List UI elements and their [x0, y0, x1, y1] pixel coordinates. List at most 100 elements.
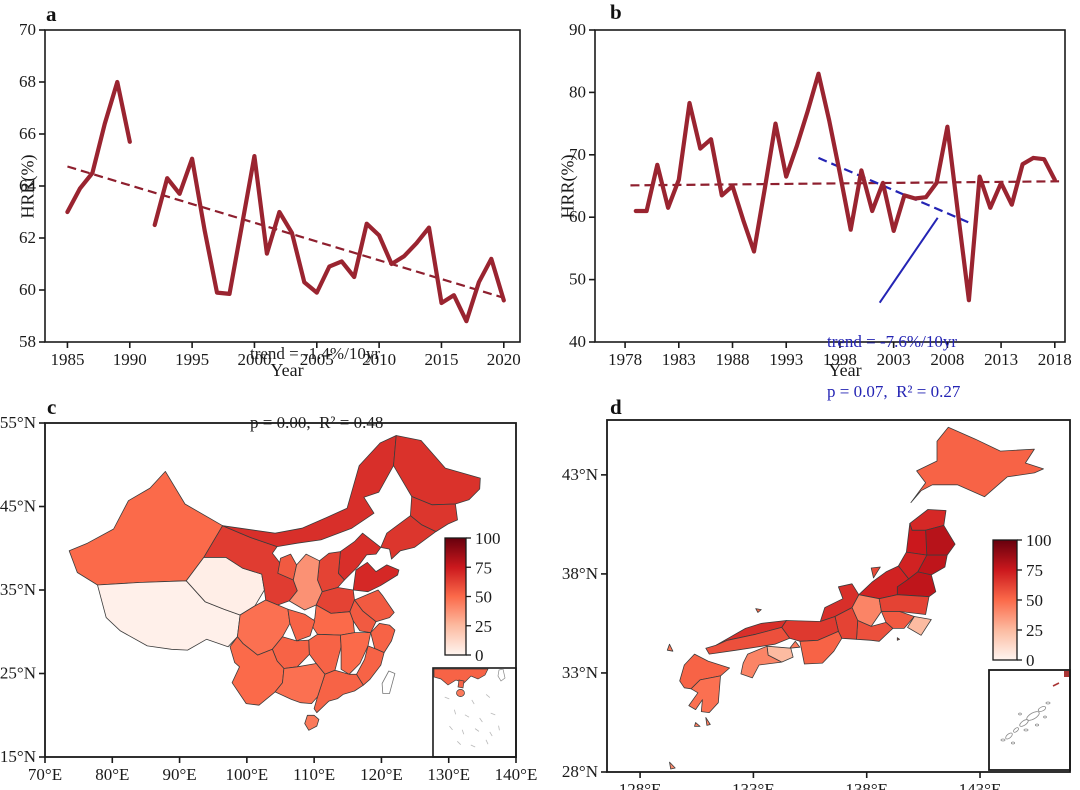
annotation-leader-line [878, 217, 939, 304]
island-speck [490, 712, 496, 716]
tick-label: 40 [569, 332, 586, 351]
tick-label: 2003 [877, 350, 911, 369]
tick-label: 100°E [226, 765, 269, 784]
panel-b: 1978 1983 1988 1993 1998 2003 2008 2013 2018 40 50… [540, 0, 1080, 399]
x-axis: 70°E 80°E 90°E 100°E 110°E 120°E 130°E 140°E [28, 757, 537, 784]
tick-label: 2005 [300, 350, 334, 369]
island-outline [1023, 728, 1029, 732]
tick-label: 38°N [562, 564, 598, 583]
tick-label: 28°N [562, 762, 598, 781]
tick-label: 35°N [0, 580, 36, 599]
region-izu-oshima [896, 637, 901, 641]
tick-label: 80 [569, 82, 586, 101]
island-outline [1043, 715, 1047, 719]
tick-label: 60 [569, 207, 586, 226]
panel-b-y-axis-title: HRR(%) [557, 154, 578, 219]
island-speck [479, 717, 483, 723]
region-ningxia [277, 553, 298, 581]
colorbar-gradient [992, 539, 1018, 661]
tick-label: 75 [475, 558, 492, 577]
region-hokkaido [910, 426, 1044, 503]
region-awaji [789, 640, 801, 649]
map-regions [68, 435, 481, 731]
region-akita [905, 522, 928, 556]
tick-label: 66 [19, 124, 36, 143]
plot-frame [606, 419, 1071, 773]
tick-label: 70 [19, 20, 36, 39]
tick-label: 25°N [0, 664, 36, 683]
island-speck [453, 709, 457, 715]
region-iwate [925, 524, 956, 556]
region-sado [870, 566, 881, 579]
tick-label: 58 [19, 332, 36, 351]
tick-label: 50 [569, 270, 586, 289]
plot-frame [594, 29, 1066, 343]
panel-b-stats-text: p = 0.07, R² = 0.27 [827, 381, 961, 401]
island-outline [1037, 706, 1047, 712]
tick-label: 25 [1026, 621, 1043, 640]
hrr-series-line [633, 71, 1057, 303]
tick-label: 15°N [0, 747, 36, 766]
tick-label: 2010 [362, 350, 396, 369]
hrr-japan-timeseries-chart: 1978 1983 1988 1993 1998 2003 2008 2013 2018 40 50… [569, 20, 1072, 369]
panel-c: 0 25 50 75 100 70°E 80°E 90°E 100°E 110°E 120°E 130… [0, 395, 540, 790]
panel-d-label: d [610, 395, 622, 419]
inset-frame [988, 669, 1071, 771]
tick-label: 62 [19, 228, 36, 247]
tick-label: 140°E [495, 765, 538, 784]
panel-a-x-axis-title: Year [270, 360, 304, 380]
island-speck-red [1052, 682, 1060, 687]
tick-label: 128°E [619, 780, 662, 790]
island-speck-red [1064, 671, 1069, 677]
region-chiba [907, 616, 932, 636]
island-speck [489, 731, 493, 737]
region-inner-mongolia [222, 435, 397, 548]
region-kii [799, 630, 843, 665]
panel-b-annotation: trend = -7.6%/10yr p = 0.07, R² = 0.27 [827, 301, 960, 433]
region-yamanashi-shizuoka [856, 620, 894, 642]
tick-label: 33°N [562, 663, 598, 682]
x-axis: 1985 1990 1995 2000 2005 2010 2015 2020 [50, 342, 521, 369]
y-axis: 15°N 25°N 35°N 45°N 55°N [0, 413, 45, 766]
region-hainan-inset [456, 689, 465, 697]
region-kyushu-south [688, 675, 721, 714]
region-tsushima [666, 643, 674, 652]
island-outline [1026, 711, 1040, 721]
tick-label: 75 [1026, 561, 1043, 580]
tick-label: 1988 [716, 350, 750, 369]
japan-hrr-choropleth-map: 0 25 50 75 100 128°E 133°E 138°E 143°E 28°N 33°N 38… [562, 419, 1071, 790]
region-guangdong [313, 669, 364, 714]
region-anhui [349, 599, 377, 634]
tick-label: 2015 [424, 350, 458, 369]
tick-label: 1998 [823, 350, 857, 369]
tick-label: 2008 [930, 350, 964, 369]
tick-label: 50 [1026, 591, 1043, 610]
map-regions [666, 426, 1044, 770]
tick-label: 1995 [175, 350, 209, 369]
panel-b-label: b [610, 0, 622, 24]
tick-label: 1978 [608, 350, 642, 369]
tick-label: 68 [19, 72, 36, 91]
tick-label: 50 [475, 588, 492, 607]
island-speck [485, 694, 491, 698]
tick-label: 110°E [293, 765, 335, 784]
trend-line-full-period-trend [630, 180, 1060, 187]
region-liaoning [380, 515, 437, 560]
panel-d: 0 25 50 75 100 128°E 133°E 138°E 143°E 28°N 33°N 38… [540, 395, 1080, 790]
tick-label: 2000 [237, 350, 271, 369]
panel-a: 1985 1990 1995 2000 2005 2010 2015 2020 58 60 62 64… [0, 0, 540, 432]
tick-label: 0 [1026, 651, 1035, 670]
trend-line-linear-trend [67, 165, 505, 299]
island-speck [449, 725, 453, 731]
region-taiwan-inset [497, 668, 506, 682]
island-outline [1045, 701, 1051, 705]
y-axis: 28°N 33°N 38°N 43°N [562, 465, 607, 781]
tick-label: 1985 [50, 350, 84, 369]
region-shikoku-west [740, 645, 783, 679]
tick-label: 1983 [662, 350, 696, 369]
island-speck [444, 696, 450, 700]
colorbar-gradient [444, 537, 467, 656]
region-tanegashima [705, 717, 711, 726]
x-axis: 1978 1983 1988 1993 1998 2003 2008 2013 2018 [608, 342, 1072, 369]
